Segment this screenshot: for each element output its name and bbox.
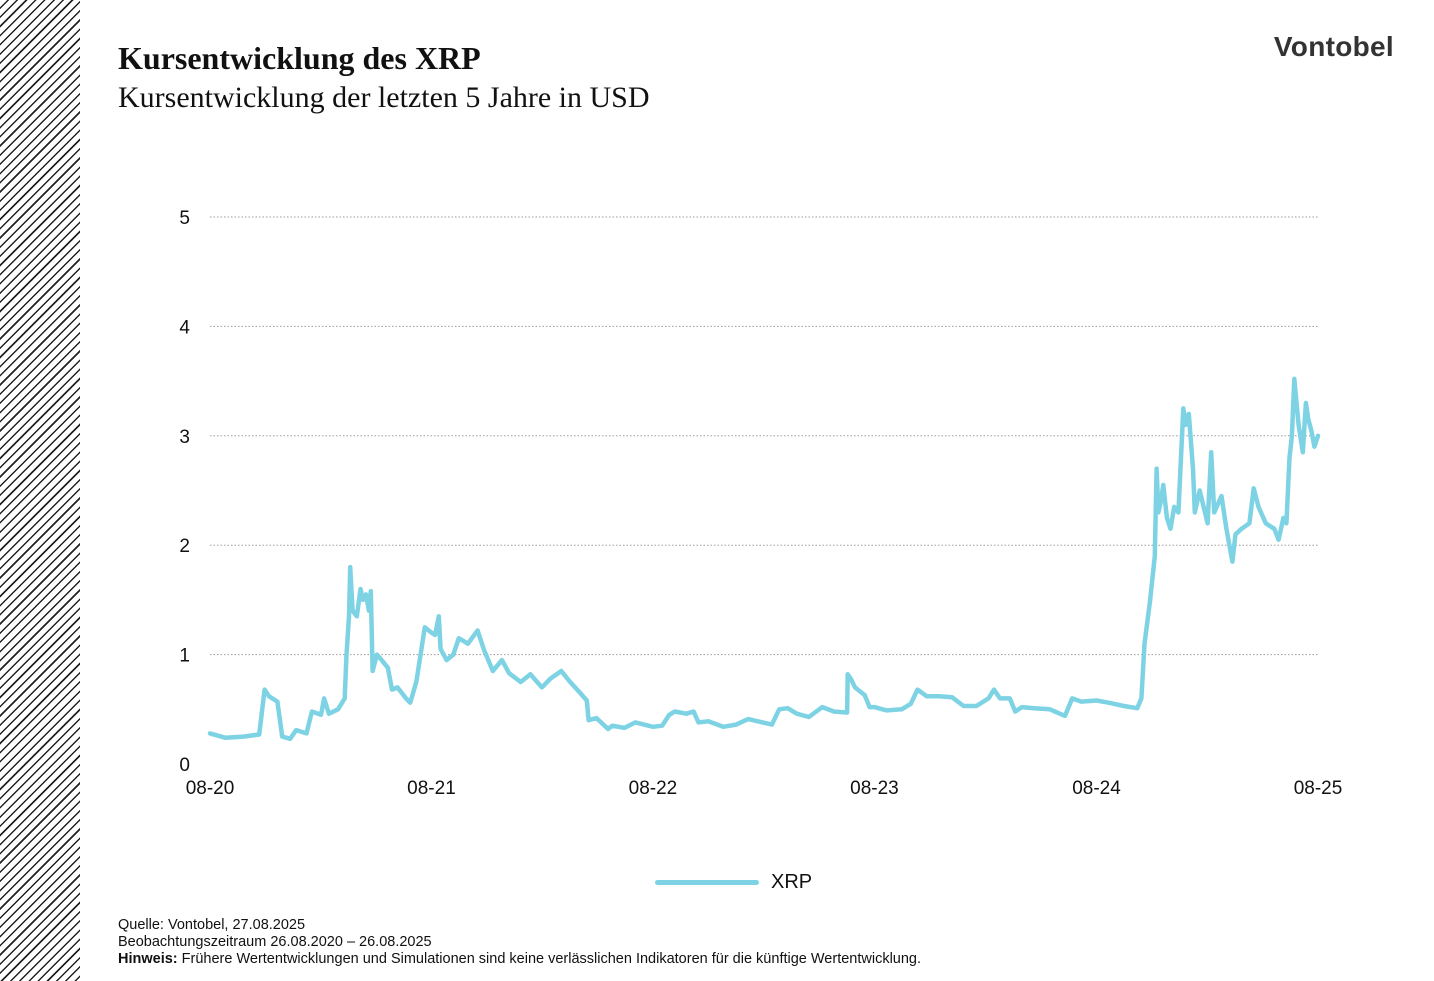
y-tick-label: 0 [179,755,190,776]
x-tick-label: 08-20 [186,778,235,799]
y-axis-ticks: 0 1 2 3 4 5 [179,208,190,776]
legend-label-xrp: XRP [771,870,813,893]
gridlines [210,216,1318,656]
series-layer [207,376,1321,742]
x-axis-ticks: 08-20 08-21 08-22 08-23 08-24 08-25 [186,778,1343,799]
y-tick-label: 3 [179,427,190,448]
source-note: Quelle: Vontobel, 27.08.2025 [118,917,306,933]
disclaimer-note: Hinweis: Frühere Wertentwicklungen und S… [118,951,921,968]
x-tick-label: 08-22 [629,778,678,799]
x-tick-label: 08-24 [1072,778,1121,799]
footer: Quelle: Vontobel, 27.08.2025 Beobachtung… [118,917,921,968]
y-tick-label: 4 [179,317,190,338]
disclaimer-label: Hinweis: [118,951,178,967]
chart-title: Kursentwicklung des XRP [118,40,481,76]
period-note: Beobachtungszeitraum 26.08.2020 – 26.08.… [118,934,432,950]
vontobel-logo: Vontobel [1273,31,1394,62]
disclaimer-text: Frühere Wertentwicklungen und Simulation… [177,951,922,967]
legend: XRP [655,868,812,896]
series-line-xrp [207,376,1321,742]
y-tick-label: 1 [179,646,190,667]
x-tick-label: 08-21 [407,778,456,799]
hatched-margin [0,0,80,981]
y-tick-label: 2 [179,536,190,557]
chart-subtitle: Kursentwicklung der letzten 5 Jahre in U… [118,81,650,114]
x-tick-label: 08-25 [1294,778,1343,799]
legend-swatch-xrp [655,879,759,885]
y-tick-label: 5 [179,208,190,229]
x-tick-label: 08-23 [850,778,899,799]
